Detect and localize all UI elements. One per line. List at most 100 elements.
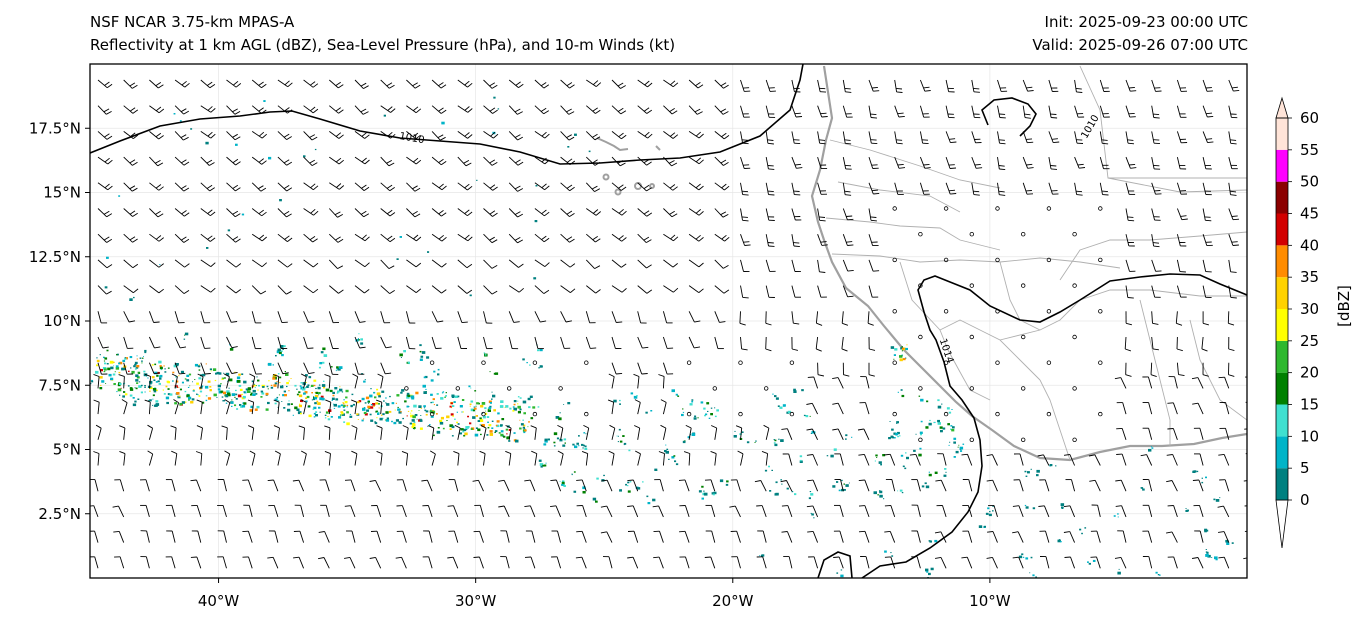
reflectivity-cell [480, 404, 484, 408]
wind-barb-feather [627, 479, 634, 482]
wind-barb-staff [632, 557, 639, 569]
wind-barb-staff [303, 362, 310, 374]
calm-wind-marker [507, 386, 512, 391]
wind-barb-feather [873, 270, 880, 272]
reflectivity-cell [383, 400, 385, 402]
wind-barb-feather [935, 479, 942, 482]
reflectivity-cell [393, 421, 397, 425]
reflectivity-cell [385, 402, 387, 404]
wind-barb-staff [840, 479, 844, 492]
wind-barb-staff [662, 336, 668, 349]
wind-barb-feather [1178, 374, 1185, 377]
wind-barb-staff [200, 259, 212, 267]
reflectivity-cell [430, 409, 432, 411]
wind-barb-feather [998, 139, 1005, 141]
wind-barb-staff [1202, 156, 1207, 169]
wind-barb-feather [873, 192, 880, 195]
wind-barb-staff [1176, 131, 1182, 143]
reflectivity-cell [106, 363, 109, 365]
wind-barb-staff [968, 479, 973, 492]
reflectivity-cell [625, 483, 627, 486]
wind-barb-staff [740, 427, 743, 440]
reflectivity-cell [882, 454, 886, 457]
reflectivity-cell [188, 396, 192, 400]
reflectivity-cell [113, 361, 115, 363]
reflectivity-cell [391, 402, 395, 405]
reflectivity-cell [341, 413, 345, 416]
wind-barb-feather [646, 161, 652, 166]
colorbar-tick-label: 45 [1300, 205, 1319, 223]
reflectivity-cell [376, 388, 379, 391]
wind-barb-feather [389, 212, 396, 217]
reflectivity-cell [237, 380, 241, 383]
wind-barb-feather [387, 209, 393, 215]
wind-barb-feather [207, 81, 213, 86]
wind-barb-staff [889, 454, 896, 466]
wind-barb-staff [1048, 105, 1052, 118]
reflectivity-cell [351, 393, 354, 396]
reflectivity-cell [197, 394, 199, 396]
wind-barb-staff [637, 259, 647, 269]
reflectivity-cell [302, 382, 306, 385]
wind-barb-staff [277, 402, 280, 415]
calm-wind-marker [1098, 360, 1103, 365]
reflectivity-cell [369, 413, 372, 416]
wind-barb-feather [313, 185, 319, 191]
wind-barb-feather [621, 263, 627, 268]
calm-wind-marker [1021, 437, 1026, 442]
reflectivity-cell [948, 444, 950, 446]
reflectivity-cell [543, 443, 547, 446]
reflectivity-cell [370, 419, 374, 422]
wind-barb-staff [1094, 454, 1101, 466]
wind-barb-staff [740, 259, 744, 272]
reflectivity-cell [322, 361, 325, 364]
wind-barb-staff [354, 105, 364, 115]
wind-barb-staff [815, 336, 819, 349]
wind-barb-feather [258, 158, 264, 163]
wind-barb-staff [402, 583, 407, 594]
wind-barb-feather [318, 557, 325, 560]
wind-barb-staff [97, 131, 108, 140]
reflectivity-cell [278, 394, 280, 396]
wind-barb-feather [413, 157, 419, 163]
wind-barb-feather [617, 160, 624, 164]
reflectivity-cell [450, 407, 453, 409]
wind-barb-feather [491, 162, 498, 166]
wind-barb-staff [402, 531, 407, 543]
wind-barb-feather [621, 210, 627, 216]
wind-barb-staff [123, 362, 128, 375]
reflectivity-cell [425, 410, 429, 413]
reflectivity-cell [873, 491, 877, 495]
wind-barb-feather [514, 134, 521, 138]
wind-barb-feather [544, 262, 550, 267]
wind-barb-staff [1120, 480, 1127, 492]
wind-barb-feather [763, 424, 770, 429]
wind-barb-staff [200, 311, 205, 323]
wind-barb-staff [632, 505, 639, 518]
reflectivity-cell [601, 479, 605, 482]
colorbar-tick-label: 25 [1300, 332, 1319, 350]
wind-barb-feather [206, 159, 213, 164]
reflectivity-cell [413, 421, 416, 424]
reflectivity-cell [893, 437, 896, 439]
reflectivity-cell [150, 386, 152, 388]
wind-barb-feather [467, 185, 473, 191]
reflectivity-cell [464, 432, 468, 436]
reflectivity-cell [427, 251, 430, 253]
reflectivity-cell [682, 411, 685, 413]
wind-barb-feather [286, 136, 292, 140]
wind-barb-staff [226, 79, 237, 88]
wind-barb-staff [582, 505, 587, 518]
reflectivity-cell [633, 395, 638, 399]
reflectivity-cell [470, 400, 474, 403]
reflectivity-cell [313, 396, 318, 400]
reflectivity-cell [475, 415, 478, 417]
reflectivity-cell [319, 411, 321, 413]
wind-barb-feather [377, 373, 384, 378]
reflectivity-cell [429, 410, 433, 413]
reflectivity-cell [519, 408, 522, 411]
wind-barb-feather [158, 135, 164, 140]
wind-barb-staff [581, 557, 587, 569]
wind-barb-staff [97, 79, 108, 89]
wind-barb-staff [226, 156, 236, 166]
